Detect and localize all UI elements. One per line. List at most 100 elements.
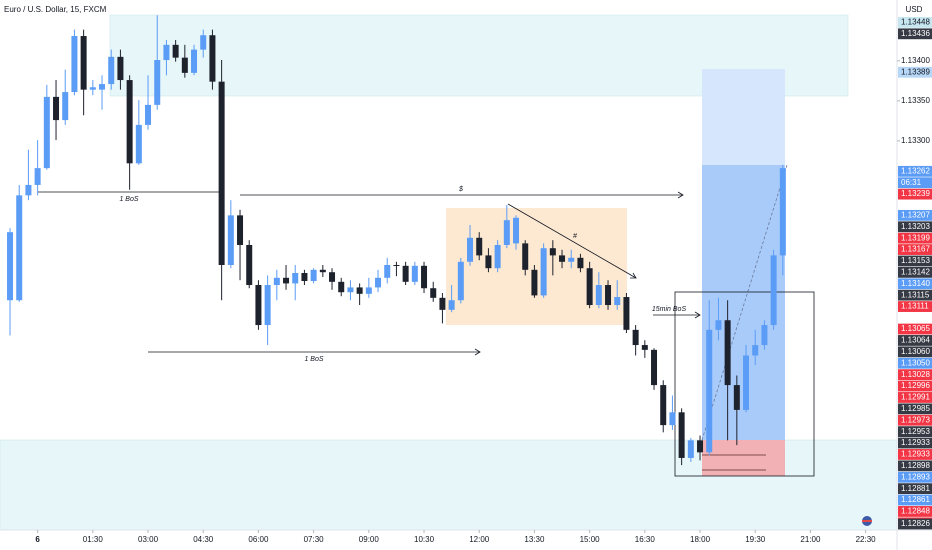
candle-body [687,440,694,458]
price-label-bg [898,494,932,506]
arrow-head [630,272,637,279]
candle-body [329,272,336,282]
price-label: 1.12826 [901,519,930,528]
candle-body [439,297,446,310]
candle-body [651,349,658,386]
price-label-bg [898,17,932,28]
annotation: 1 BoS [119,196,138,203]
candle-body [770,255,777,326]
price-label: 1.12996 [901,381,930,390]
candle-body [126,80,133,164]
candle-body [513,217,520,244]
price-label-bg [898,506,932,517]
price-label: 1.12953 [901,427,930,436]
price-label-bg [898,278,932,290]
candle-body [117,56,124,81]
candle-body [319,269,326,273]
annotation: $ [458,186,463,193]
price-label: 1.13028 [901,370,930,379]
x-tick-label: 18:00 [690,535,711,544]
candle-body [301,273,308,282]
annotation: # [573,233,577,240]
candle-body [89,87,96,90]
candle-body [586,268,593,306]
candle-body [218,81,225,266]
flag-stripe [862,520,872,522]
candle-body [200,35,207,50]
price-label-bg [898,28,932,40]
price-label-bg [898,403,932,415]
price-label: 1.13115 [901,290,930,299]
x-tick-label: 03:00 [138,535,159,544]
candle-body [503,220,510,245]
x-tick-label: 21:00 [800,535,821,544]
x-tick-label: 04:30 [193,535,214,544]
candle-body [99,84,106,90]
countdown: 06:31 [901,178,922,187]
price-label: 1.13199 [901,233,930,242]
candle-body [163,44,170,61]
candle-body [273,277,280,286]
price-label-bg [898,188,932,200]
candle-body [706,329,713,453]
candle-body [761,325,768,346]
long-stop-zone [702,440,785,476]
candle-body [80,36,87,90]
price-label-bg [898,301,932,312]
arrow-head [694,311,701,319]
candle-body [292,273,299,284]
price-label: 1.12893 [901,472,930,481]
price-label-bg [898,323,932,335]
x-tick-label: 16:30 [635,535,656,544]
candle-body [614,297,621,306]
price-label-bg [898,289,932,301]
x-tick-label: 01:30 [83,535,104,544]
candle-body [430,288,437,298]
price-label: 1.13448 [901,18,930,27]
consolidation-box [446,208,627,325]
candle-body [34,168,41,185]
price-label: 1.13065 [901,324,930,333]
candle-body [605,285,612,306]
candle-body [62,92,69,121]
candle-body [715,320,722,330]
candle-body [43,96,50,169]
price-label-bg [898,165,932,177]
x-tick-label: 10:30 [414,535,435,544]
price-label: 1.12985 [901,404,930,413]
price-label: 1.13262 [901,166,930,175]
candle-body [393,265,400,266]
candle-body [145,104,152,125]
price-label: 1.13140 [901,279,930,288]
price-label: 1.12933 [901,450,930,459]
y-tick-label: 1.13350 [901,96,930,105]
price-label-bg [898,483,932,495]
trend-line [507,203,637,279]
price-label-bg [898,369,932,381]
x-tick-label: 09:00 [359,535,380,544]
candle-body [669,412,676,426]
candle-body [154,60,161,105]
price-label-bg [898,255,932,267]
candle-body [641,345,648,350]
price-label-bg [898,380,932,392]
price-label-bg [898,426,932,438]
target-extension [702,69,785,165]
price-label: 1.13239 [901,189,930,198]
candle-body [485,255,492,269]
range-box [674,291,815,477]
candle-body [779,168,786,256]
annotation: 15min BoS [652,306,687,313]
y-tick-label: 1.13400 [901,56,930,65]
price-label-bg [898,232,932,244]
candle-body [678,412,685,458]
price-label-bg [898,392,932,403]
price-label: 1.13064 [901,336,930,345]
price-label: 1.13436 [901,29,930,38]
candle-body [7,232,14,301]
candle-body [283,277,290,284]
candle-body [191,49,198,73]
candle-body [135,124,142,164]
candle-body [227,215,234,265]
